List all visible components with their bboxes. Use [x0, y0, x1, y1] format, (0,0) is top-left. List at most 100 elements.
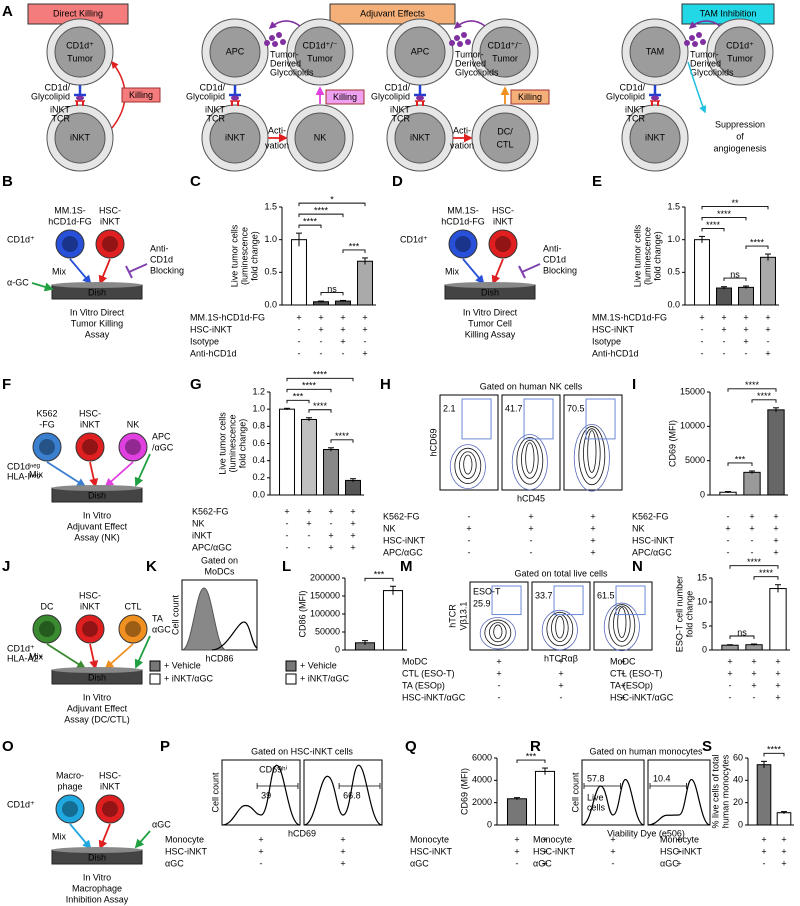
- cell-label: hCD1d-FG: [441, 216, 485, 226]
- condition-sign: -: [560, 692, 563, 702]
- panel-label: O: [2, 738, 14, 755]
- condition-sign: -: [468, 511, 471, 521]
- condition-label: HSC-iNKT: [190, 324, 233, 334]
- cell-nucleus: [125, 621, 141, 637]
- y-axis-label: Cell count: [170, 594, 180, 635]
- condition-sign: +: [620, 656, 625, 666]
- condition-label: K562-FG: [632, 511, 669, 521]
- gate-value: 2.1: [443, 403, 456, 413]
- condition-sign: +: [558, 680, 563, 690]
- bar: [760, 256, 776, 306]
- cell-label: Tumor: [307, 53, 333, 63]
- panel-label: L: [282, 558, 291, 575]
- shape: [268, 20, 301, 29]
- cell: [32, 432, 62, 462]
- condition-sign: -: [498, 692, 501, 702]
- dish-label: Dish: [88, 287, 106, 297]
- cell-label: Tumor: [727, 53, 753, 63]
- panel-label: E: [592, 173, 602, 190]
- y-tick-label: 1.0: [667, 234, 680, 244]
- stimulus-label: αGC: [152, 819, 171, 829]
- condition-sign: -: [498, 680, 501, 690]
- cell-inner: [629, 26, 681, 78]
- assay-caption: Tumor Killing: [71, 318, 123, 328]
- cell: [32, 614, 62, 644]
- condition-sign: +: [328, 542, 333, 552]
- condition-label: Isotype: [190, 336, 219, 346]
- activation-label: vation: [265, 140, 289, 150]
- inhibitor-label: Blocking: [543, 265, 577, 275]
- y-axis-label: fold change): [237, 419, 247, 469]
- significance-bracket: [745, 245, 769, 250]
- condition-sign: -: [298, 348, 301, 358]
- marker-label: CD1d⁺: [7, 799, 35, 809]
- marker-label: HLA-Iⁿᵉᵍ: [7, 471, 41, 481]
- cell-label: CTL: [124, 601, 141, 611]
- condition-sign: +: [699, 312, 704, 322]
- y-axis-label: Live tumor cells: [632, 224, 642, 287]
- condition-sign: +: [496, 656, 501, 666]
- y-tick-label: 1.0: [252, 404, 265, 414]
- mix-label: Mix: [52, 831, 66, 841]
- panel-label: R: [530, 738, 541, 755]
- significance-bracket: [298, 224, 322, 229]
- connector: [521, 263, 541, 273]
- significance-label: ****: [757, 391, 772, 401]
- condition-sign: +: [528, 511, 533, 521]
- killing-label: Killing: [518, 92, 542, 102]
- glycolipid: [76, 95, 84, 101]
- condition-sign: +: [610, 846, 615, 856]
- legend-label: + iNKT/αGC: [300, 673, 349, 683]
- receptor-label: TCR: [392, 113, 411, 123]
- bar: [776, 812, 792, 826]
- significance-label: ns: [327, 284, 337, 294]
- cell-label: iNKT: [70, 132, 91, 142]
- y-axis-label: (luminescence: [642, 227, 652, 285]
- cell-label: CD1d⁺/⁻: [302, 40, 337, 50]
- glycolipid: [231, 95, 239, 101]
- cell-label: K562: [36, 408, 57, 418]
- assay-caption: Assay (NK): [74, 532, 120, 542]
- connector: [134, 453, 151, 487]
- significance-label: ns: [737, 627, 747, 637]
- panel-label: Q: [405, 738, 417, 755]
- y-tick-label: 100000: [310, 608, 340, 618]
- condition-sign: -: [751, 547, 754, 557]
- condition-sign: -: [330, 518, 333, 528]
- condition-label: TA (ESOp): [610, 680, 653, 690]
- panel-label: F: [2, 376, 11, 393]
- stimulus-label: α-GC: [7, 277, 29, 287]
- cell-nucleus: [455, 236, 471, 252]
- condition-sign: +: [340, 336, 345, 346]
- receptor-label: iNKT: [50, 104, 71, 114]
- condition-label: αGC: [660, 858, 679, 868]
- legend-swatch: [149, 673, 161, 685]
- y-axis-label: hTCR: [447, 604, 457, 628]
- stimulus-label: αGC: [152, 624, 171, 634]
- significance-bracket: [751, 399, 777, 403]
- condition-sign: +: [676, 846, 681, 856]
- condition-sign: -: [723, 336, 726, 346]
- x-axis-label: hTCRαβ: [544, 653, 578, 663]
- panel-label: S: [702, 738, 712, 755]
- significance-label: ****: [335, 431, 350, 441]
- cell-nucleus: [495, 236, 511, 252]
- bar: [721, 644, 739, 651]
- cell-label: HSC-: [99, 770, 121, 780]
- contour: [484, 619, 512, 646]
- condition-sign: -: [767, 336, 770, 346]
- condition-label: APC/αGC: [383, 547, 423, 557]
- y-tick-label: 0.2: [252, 472, 265, 482]
- condition-label: αGC: [533, 858, 552, 868]
- inhibitor-label: CD1d: [150, 254, 173, 264]
- significance-bracket: [286, 388, 332, 393]
- significance-label: ***: [349, 241, 360, 251]
- contour: [511, 434, 548, 491]
- cell-label: MM.1S-: [54, 205, 86, 215]
- condition-label: HSC-iNKT/αGC: [402, 692, 466, 702]
- significance-label: *: [330, 195, 334, 205]
- bar: [769, 588, 787, 651]
- cell-label: APC: [411, 46, 430, 56]
- condition-sign: +: [350, 530, 355, 540]
- condition-sign: +: [620, 668, 625, 678]
